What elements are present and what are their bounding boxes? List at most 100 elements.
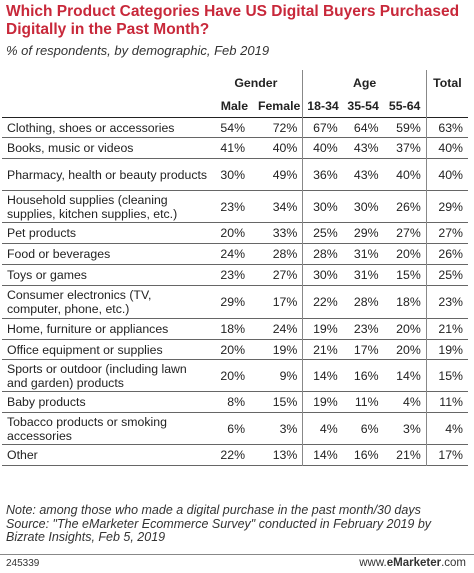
value-cell-55-64: 15% (383, 264, 427, 286)
value-cell-18-34: 14% (313, 448, 338, 462)
value-cell-55-64: 18% (383, 285, 427, 319)
category-label: Clothing, shoes or accessories (7, 120, 175, 135)
value-cell-female: 17% (250, 285, 304, 319)
value-cell-male: 20% (220, 226, 246, 240)
value-cell-18-34: 30% (313, 199, 338, 214)
value-cell-18-34: 4% (319, 421, 338, 436)
category-label: Baby products (7, 395, 86, 409)
value-cell-55-64: 59% (383, 117, 427, 138)
value-cell-18-34: 21% (313, 342, 338, 357)
value-cell-55-64: 37% (383, 137, 427, 159)
column-header-female: Female (250, 95, 304, 118)
value-cell-18-34: 67% (313, 120, 338, 135)
value-cell-18-34: 14% (313, 368, 338, 383)
value-cell-male: 54% (220, 120, 246, 135)
category-label: Tobacco products or smoking accessories (7, 414, 167, 443)
category-label: Other (7, 448, 38, 462)
value-cell-35-54: 30% (353, 199, 379, 214)
value-cell-55-64: 4% (383, 391, 427, 413)
value-cell-55-64: 14% (383, 359, 427, 392)
data-table: Gender Age Total Male Female 18-34 35-54… (2, 70, 468, 466)
value-cell-35-54: 11% (354, 395, 379, 409)
value-cell-35-54: 43% (353, 167, 379, 182)
value-cell-18-34: 25% (313, 226, 338, 240)
note-text: Note: among those who made a digital pur… (6, 503, 421, 517)
table-row: Other 22% 13% 14% 16% 21% 17% (2, 444, 468, 466)
table-row: Tobacco products or smoking accessories 6… (2, 412, 468, 445)
table-row: Clothing, shoes or accessories 54% 72% 67% 6… (2, 117, 468, 138)
source-text: Source: "The eMarketer Ecommerce Survey"… (6, 516, 432, 544)
value-cell-total: 4% (445, 421, 463, 436)
category-label: Toys or games (7, 268, 87, 282)
table-row: Sports or outdoor (including lawn and ga… (2, 359, 468, 392)
chart-title: Which Product Categories Have US Digital… (6, 3, 460, 38)
value-cell-55-64: 21% (383, 444, 427, 466)
value-cell-18-34: 19% (313, 322, 338, 336)
value-cell-male: 22% (220, 448, 246, 462)
category-label: Household supplies (cleaning supplies, k… (7, 192, 178, 221)
value-cell-female: 15% (250, 391, 304, 413)
value-cell-55-64: 20% (383, 339, 427, 360)
brand-link[interactable]: www.eMarketer.com (359, 557, 466, 569)
value-cell-female: 24% (250, 318, 304, 340)
value-cell-total: 17% (438, 448, 463, 462)
value-cell-total: 40% (438, 167, 463, 182)
value-cell-female: 13% (250, 444, 304, 466)
value-cell-18-34: 19% (313, 395, 338, 409)
value-cell-total: 29% (438, 199, 463, 214)
table-row: Office equipment or supplies 20% 19% 21% 17%… (2, 339, 468, 360)
value-cell-male: 20% (220, 342, 246, 357)
value-cell-male: 18% (220, 322, 246, 336)
value-cell-18-34: 40% (313, 141, 338, 155)
value-cell-total: 25% (438, 268, 463, 282)
chart-id: 245339 (6, 558, 40, 569)
value-cell-total: 21% (438, 322, 463, 336)
value-cell-female: 40% (250, 137, 304, 159)
table-row: Books, music or videos 41% 40% 40% 43% 37% 40% (2, 137, 468, 159)
value-cell-female: 3% (250, 412, 304, 445)
column-header-total (426, 95, 468, 118)
table-row: Consumer electronics (TV, computer, phon… (2, 285, 468, 319)
value-cell-female: 34% (250, 190, 304, 223)
value-cell-total: 26% (438, 247, 463, 261)
value-cell-female: 27% (250, 264, 304, 286)
value-cell-total: 19% (438, 342, 463, 357)
value-cell-female: 9% (250, 359, 304, 392)
footer-bar: 245339 www.eMarketer.com (0, 554, 474, 573)
value-cell-18-34: 22% (313, 295, 338, 309)
group-header-row: Gender Age Total (2, 70, 468, 95)
category-label: Books, music or videos (7, 141, 134, 155)
table-row: Food or beverages 24% 28% 28% 31% 20% 26% (2, 243, 468, 265)
column-header-row: Male Female 18-34 35-54 55-64 (2, 95, 468, 118)
value-cell-35-54: 6% (360, 421, 379, 436)
value-cell-male: 24% (220, 247, 246, 261)
value-cell-35-54: 17% (353, 342, 379, 357)
value-cell-total: 63% (438, 120, 463, 135)
table-row: Baby products 8% 15% 19% 11% 4% 11% (2, 391, 468, 413)
chart-subtitle: % of respondents, by demographic, Feb 20… (6, 43, 270, 58)
value-cell-female: 72% (250, 117, 304, 138)
table-row: Household supplies (cleaning supplies, k… (2, 190, 468, 223)
value-cell-male: 41% (220, 141, 246, 155)
value-cell-35-54: 31% (353, 247, 379, 261)
category-label: Consumer electronics (TV, computer, phon… (7, 288, 152, 316)
value-cell-male: 20% (220, 368, 246, 383)
column-header-55-64: 55-64 (383, 95, 427, 118)
value-cell-35-54: 43% (353, 141, 379, 155)
value-cell-male: 23% (220, 199, 246, 214)
value-cell-55-64: 27% (383, 222, 427, 244)
value-cell-male: 8% (227, 395, 246, 409)
table-body: Clothing, shoes or accessories 54% 72% 67% 6… (2, 117, 468, 466)
value-cell-male: 23% (220, 268, 246, 282)
category-label: Sports or outdoor (including lawn and ga… (7, 361, 187, 390)
value-cell-female: 28% (250, 243, 304, 265)
value-cell-55-64: 40% (383, 158, 427, 191)
brand-suffix: .com (441, 557, 466, 569)
value-cell-female: 33% (250, 222, 304, 244)
value-cell-35-54: 23% (353, 322, 379, 336)
table-row: Pet products 20% 33% 25% 29% 27% 27% (2, 222, 468, 244)
value-cell-35-54: 64% (353, 120, 379, 135)
value-cell-total: 27% (438, 226, 463, 240)
table-row: Pharmacy, health or beauty products 30% 49… (2, 158, 468, 191)
column-header-35-54: 35-54 (347, 99, 379, 113)
